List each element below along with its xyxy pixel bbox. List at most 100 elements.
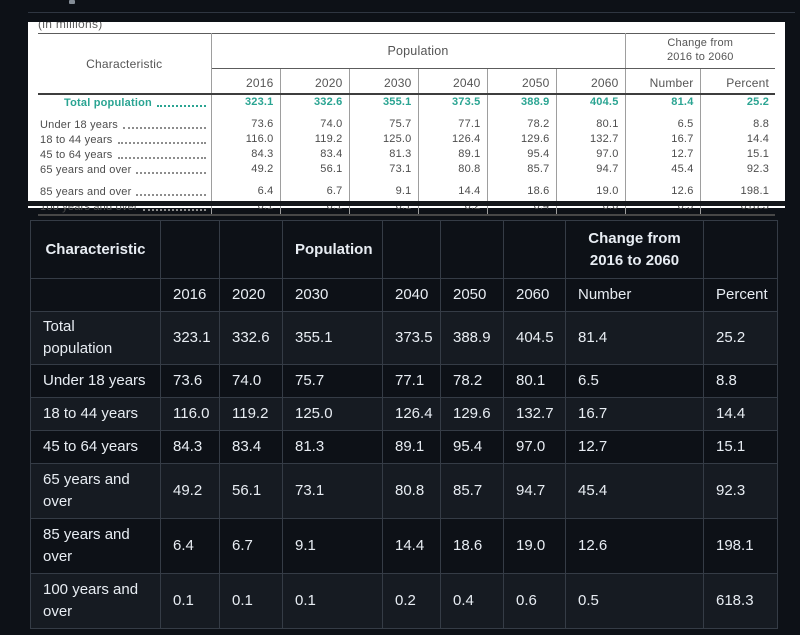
value-cell: 80.1 (556, 117, 626, 132)
value-cell: 77.1 (382, 363, 441, 398)
spacer-cell (487, 110, 557, 117)
spacer-cell (38, 177, 212, 184)
empty-header-cell (219, 220, 283, 279)
value-cell: 78.2 (487, 117, 557, 132)
year-header-cell: 2016 (211, 68, 281, 95)
dot-leader (117, 132, 206, 144)
value-cell: 618.3 (703, 572, 778, 629)
spacer-cell (349, 110, 419, 117)
row-label-cell: Under 18 years (38, 117, 212, 132)
year-header-cell: 2050 (487, 68, 557, 95)
year-header-cell: 2020 (280, 68, 350, 95)
row-label-cell: Total population (38, 94, 212, 110)
value-cell: 45.4 (625, 162, 701, 177)
row-label-flex: 45 to 64 years (38, 147, 211, 162)
change-group-header: Change from 2016 to 2060 (625, 33, 776, 69)
year-header-cell: 2030 (282, 278, 383, 312)
table-row: Total population 323.1 332.6 355.1 373.5 388.… (38, 94, 775, 110)
value-cell: 404.5 (556, 94, 626, 110)
table-row: 45 to 64 years 84.3 83.4 81.3 89.1 95.4 97.0 12… (30, 429, 778, 464)
value-cell: 83.4 (280, 147, 350, 162)
value-cell: 81.3 (349, 147, 419, 162)
value-cell: 95.4 (440, 429, 504, 464)
table-header-row: Characteristic Population Change from 2016… (30, 220, 778, 279)
value-cell: 73.6 (211, 117, 281, 132)
value-cell: 73.6 (160, 363, 220, 398)
value-cell: 19.0 (503, 517, 566, 574)
year-header-cell: 2040 (382, 278, 441, 312)
value-cell: 0.1 (160, 572, 220, 629)
value-cell: 125.0 (349, 132, 419, 147)
table-row: 65 years and over 49.2 56.1 73.1 80.8 85.7 94.… (38, 162, 775, 177)
value-cell: 198.1 (740, 185, 770, 197)
value-cell: 9.1 (349, 184, 419, 199)
value-cell: 81.3 (282, 429, 383, 464)
year-header-cell: 2016 (160, 278, 220, 312)
value-cell: 388.9 (487, 94, 557, 110)
value-cell: 97.0 (556, 147, 626, 162)
value-cell: 94.7 (556, 162, 626, 177)
spacer-cell (700, 177, 775, 184)
row-label: 18 to 44 years (40, 134, 113, 146)
value-cell: 12.7 (625, 147, 701, 162)
value-cell: 323.1 (211, 94, 281, 110)
year-header-cell: 2040 (418, 68, 488, 95)
spacer-cell (211, 110, 281, 117)
value-cell: 75.7 (282, 363, 383, 398)
empty-header-cell (503, 220, 566, 279)
census-table-image[interactable]: (in millions) Characteristic Population … (28, 22, 785, 216)
spacer-cell (418, 177, 488, 184)
value-cell: 97.0 (503, 429, 566, 464)
year-header-cell: 2060 (503, 278, 566, 312)
number-header-cell: Number (625, 68, 701, 95)
table-row: 100 years and over 0.1 0.1 0.1 0.2 0.4 0.6 0.5 6… (30, 572, 778, 629)
row-label: 100 years and over (30, 572, 161, 629)
value-cell: 0.1 (219, 572, 283, 629)
value-cell: 12.6 (625, 184, 701, 199)
year-header-cell: 2060 (556, 68, 626, 95)
population-group-header: Population (211, 33, 626, 69)
spacer-cell (418, 110, 488, 117)
value-cell: 9.1 (282, 517, 383, 574)
change-line2: 2016 to 2060 (666, 51, 734, 63)
value-cell: 0.1 (282, 572, 383, 629)
percent-header-cell: Percent (703, 278, 778, 312)
row-label-flex: 85 years and over (38, 184, 211, 199)
year-header-cell: 2030 (349, 68, 419, 95)
value-cell: 78.2 (440, 363, 504, 398)
value-cell: 81.4 (565, 311, 704, 365)
dot-leader (136, 162, 206, 174)
value-cell: 332.6 (219, 311, 283, 365)
spacer-row (38, 110, 775, 117)
empty-header-cell (382, 220, 441, 279)
value-cell: 73.1 (282, 462, 383, 519)
table-row: 65 years and over 49.2 56.1 73.1 80.8 85.7 94.… (30, 462, 778, 519)
year-header-cell: 2050 (440, 278, 504, 312)
value-cell: 16.7 (625, 132, 701, 147)
value-cell: 83.4 (219, 429, 283, 464)
dot-leader (117, 147, 206, 159)
empty-cell (30, 278, 161, 312)
spacer-cell (211, 177, 281, 184)
characteristic-header: Characteristic (38, 33, 212, 95)
value-cell: 75.7 (349, 117, 419, 132)
value-cell: 373.5 (382, 311, 441, 365)
value-cell: 14.4 (746, 133, 770, 145)
image-population-table: Characteristic Population Change from 20… (38, 33, 776, 216)
value-cell: 49.2 (160, 462, 220, 519)
row-label: 65 years and over (30, 462, 161, 519)
row-label: 85 years and over (40, 186, 132, 198)
year-header-cell: 2020 (219, 278, 283, 312)
dot-leader (156, 95, 206, 107)
value-cell: 73.1 (349, 162, 419, 177)
value-cell: 49.2 (211, 162, 281, 177)
row-label-cell: 65 years and over (38, 162, 212, 177)
value-cell: 25.2 (703, 311, 778, 365)
row-label: 45 to 64 years (40, 149, 113, 161)
value-cell: 14.4 (703, 396, 778, 431)
spacer-cell (280, 110, 350, 117)
value-cell: 80.8 (382, 462, 441, 519)
value-cell: 8.8 (753, 118, 770, 130)
table-row: 18 to 44 years 116.0 119.2 125.0 126.4 129.6 1… (38, 132, 775, 147)
spacer-cell (700, 110, 775, 117)
